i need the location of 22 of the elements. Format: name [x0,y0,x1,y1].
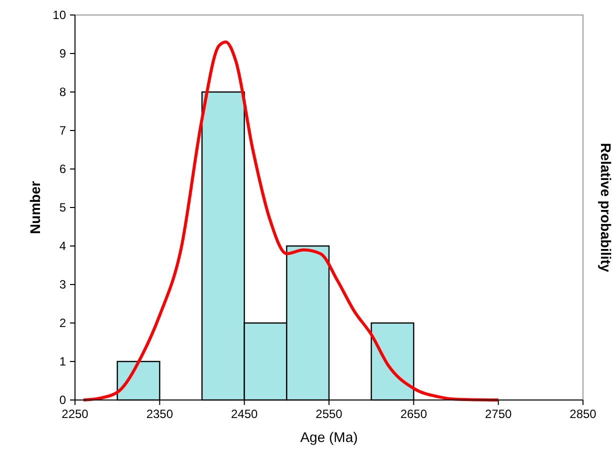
y-tick-label: 2 [59,316,66,330]
x-axis-title: Age (Ma) [300,429,358,445]
y-tick-label: 0 [59,393,66,407]
x-tick-label: 2550 [316,407,343,421]
y-tick-label: 7 [59,124,66,138]
y-tick-label: 6 [59,162,66,176]
line-series [82,40,500,402]
x-tick-label: 2450 [230,407,258,421]
y2-axis-title: Relative probability [598,142,613,272]
y-tick-label: 1 [59,354,66,368]
x-tick-label: 2650 [400,407,428,421]
y-axis-title: Number [27,180,43,234]
y-tick-label: 5 [59,200,66,214]
x-tick-label: 2750 [484,407,512,421]
x-tick-label: 2350 [146,407,174,421]
x-tick-label: 2250 [62,407,89,421]
y-tick-label: 8 [59,85,66,99]
y-tick-label: 3 [59,278,66,292]
y-tick-label: 10 [52,8,66,22]
y-tick-label: 9 [59,46,66,60]
x-tick-label: 2850 [570,407,597,421]
y-tick-label: 4 [59,239,66,253]
